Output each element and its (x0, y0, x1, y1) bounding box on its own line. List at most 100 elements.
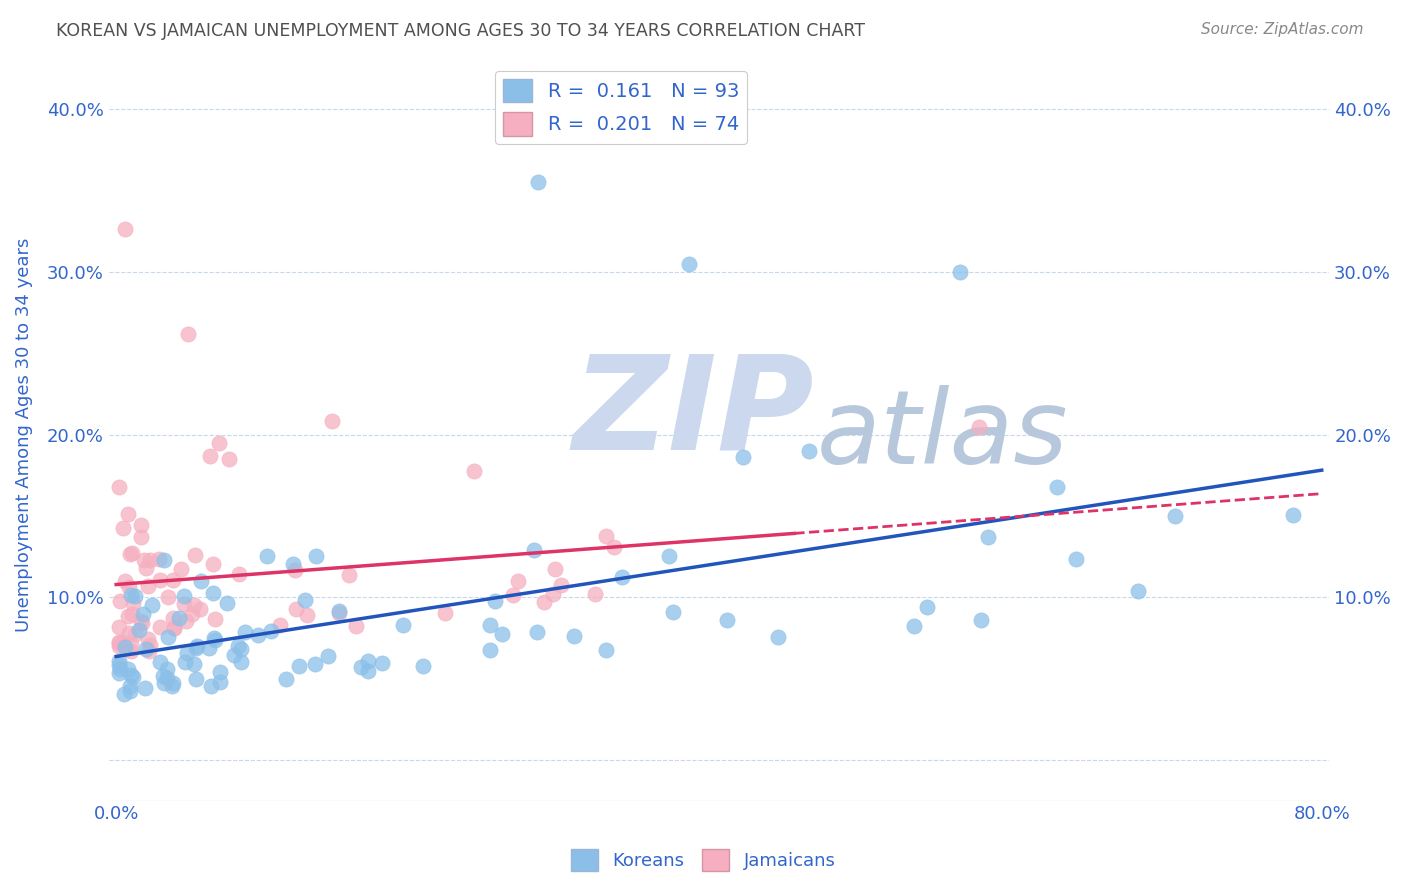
Point (502, 588, 524, 602)
Point (108, 619, 131, 633)
Point (108, 653, 131, 667)
Point (152, 676, 174, 690)
Point (156, 671, 179, 685)
Point (114, 640, 136, 654)
Point (186, 639, 208, 653)
Point (174, 614, 197, 628)
Point (491, 627, 513, 641)
Point (304, 657, 326, 671)
Point (184, 640, 207, 655)
Point (949, 265, 972, 279)
Point (284, 563, 307, 577)
Point (658, 549, 681, 563)
Point (124, 627, 146, 641)
Point (200, 450, 222, 464)
Point (917, 599, 939, 614)
Point (121, 607, 143, 621)
Point (118, 679, 141, 693)
Point (209, 665, 232, 679)
Point (152, 553, 174, 567)
Point (215, 596, 238, 610)
Point (129, 517, 152, 532)
Point (162, 573, 184, 587)
Point (328, 604, 350, 618)
Text: ZIP: ZIP (572, 349, 814, 476)
Point (184, 548, 207, 562)
Point (108, 639, 131, 653)
Point (204, 632, 226, 647)
Text: Source: ZipAtlas.com: Source: ZipAtlas.com (1201, 22, 1364, 37)
Point (141, 598, 163, 612)
Point (183, 599, 205, 613)
Point (149, 573, 172, 587)
Point (202, 557, 225, 571)
Point (1163, 509, 1185, 524)
Point (122, 670, 145, 684)
Point (118, 547, 141, 561)
Point (1064, 551, 1087, 566)
Point (202, 631, 225, 645)
Point (136, 578, 159, 592)
Point (108, 594, 131, 608)
Point (112, 634, 135, 648)
Point (350, 660, 373, 674)
Point (157, 630, 180, 644)
Y-axis label: Unemployment Among Ages 30 to 34 years: Unemployment Among Ages 30 to 34 years (15, 237, 32, 632)
Point (256, 549, 278, 563)
Text: KOREAN VS JAMAICAN UNEMPLOYMENT AMONG AGES 30 TO 34 YEARS CORRELATION CHART: KOREAN VS JAMAICAN UNEMPLOYMENT AMONG AG… (56, 22, 865, 40)
Legend: R =  0.161   N = 93, R =  0.201   N = 74: R = 0.161 N = 93, R = 0.201 N = 74 (495, 71, 747, 144)
Point (328, 606, 350, 620)
Point (527, 175, 550, 189)
Point (204, 612, 226, 626)
Point (274, 672, 297, 686)
Point (131, 615, 153, 630)
Point (434, 607, 457, 621)
Point (231, 641, 253, 656)
Point (294, 593, 316, 607)
Point (595, 643, 617, 657)
Point (190, 574, 212, 589)
Point (162, 611, 184, 625)
Point (1126, 584, 1149, 599)
Point (202, 586, 225, 600)
Point (129, 614, 152, 628)
Point (484, 593, 506, 607)
Point (183, 657, 205, 672)
Point (135, 561, 157, 575)
Point (610, 570, 633, 584)
Point (176, 646, 198, 660)
Point (222, 648, 245, 663)
Text: atlas: atlas (817, 384, 1069, 484)
Point (169, 611, 191, 625)
Point (121, 546, 143, 560)
Point (120, 637, 142, 651)
Point (152, 668, 174, 682)
Point (479, 618, 502, 632)
Point (163, 621, 186, 635)
Point (124, 589, 146, 603)
Point (156, 662, 179, 676)
Point (218, 452, 240, 467)
Point (118, 581, 141, 595)
Point (148, 551, 170, 566)
Point (132, 607, 155, 621)
Point (108, 480, 131, 494)
Point (121, 596, 143, 610)
Point (526, 624, 548, 639)
Point (138, 643, 160, 657)
Point (357, 665, 380, 679)
Point (233, 625, 256, 640)
Point (169, 562, 191, 576)
Point (321, 414, 343, 428)
Point (163, 621, 186, 635)
Point (108, 635, 131, 649)
Point (506, 574, 529, 588)
Point (108, 662, 131, 676)
Point (120, 668, 142, 682)
Point (523, 542, 546, 557)
Point (463, 464, 485, 478)
Point (357, 654, 380, 668)
Point (260, 624, 283, 638)
Point (284, 602, 307, 616)
Point (903, 619, 925, 633)
